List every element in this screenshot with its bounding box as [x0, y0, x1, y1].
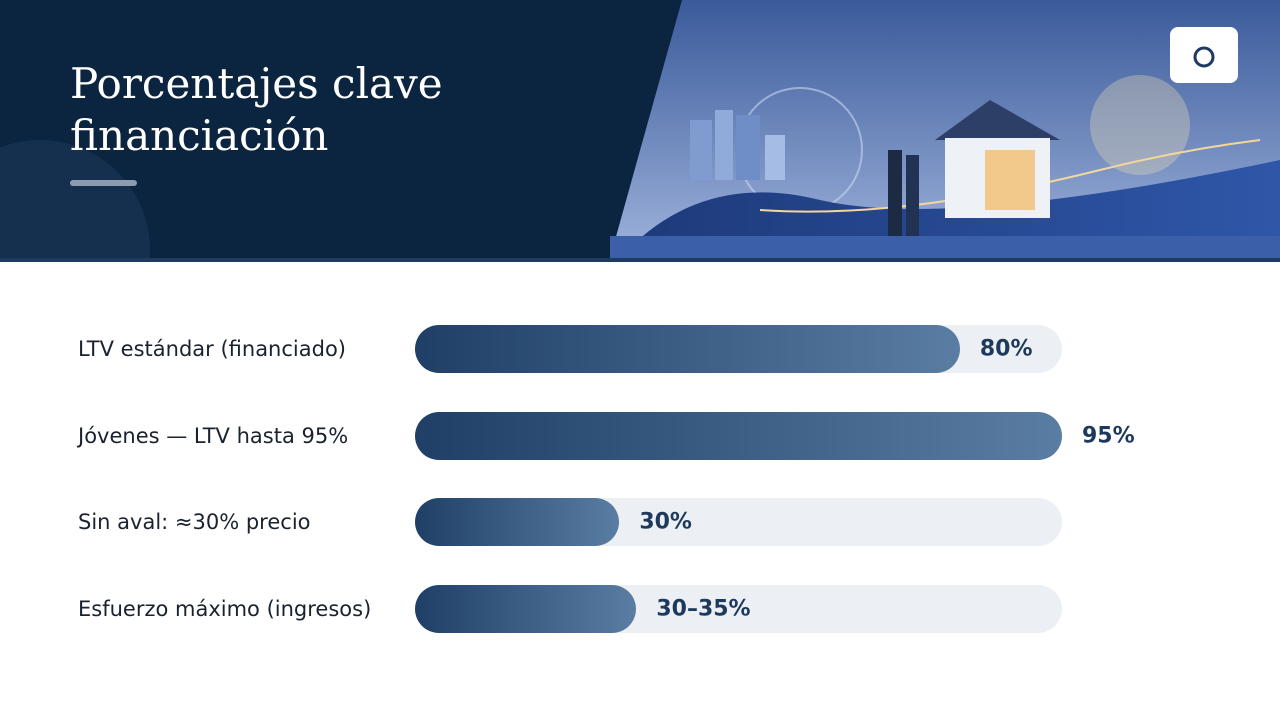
decor-ring: [1090, 75, 1190, 175]
value-label: 30–35%: [656, 596, 751, 622]
ground-strip: [610, 236, 1280, 258]
bar: [415, 498, 620, 546]
building: [690, 120, 712, 180]
chart: LTV estándar (financiado) 80% Jóvenes — LT…: [0, 262, 1280, 720]
building: [765, 135, 785, 180]
header-art: [0, 0, 1280, 258]
house-roof: [935, 100, 1060, 140]
value-label: 30%: [639, 509, 692, 535]
logo-icon: [1193, 46, 1215, 68]
light-path: [759, 139, 1261, 213]
header: Porcentajes clave financiación: [0, 0, 1280, 258]
house-window: [985, 150, 1035, 210]
bar: [415, 412, 1062, 460]
title: Porcentajes clave financiación: [70, 59, 443, 160]
building: [736, 115, 760, 180]
building: [715, 110, 733, 180]
decor-circle: [0, 140, 150, 258]
bar: [415, 325, 960, 373]
logo-badge: [1170, 27, 1238, 83]
category-label: Sin aval: ≈30% precio: [78, 510, 311, 534]
category-label: Jóvenes — LTV hasta 95%: [78, 424, 349, 448]
category-label: Esfuerzo máximo (ingresos): [78, 597, 372, 621]
person: [888, 150, 902, 236]
person: [906, 155, 919, 236]
title-rule: [70, 180, 137, 186]
value-label: 80%: [979, 336, 1033, 362]
value-label: 95%: [1082, 423, 1135, 449]
category-label: LTV estándar (financiado): [78, 337, 346, 361]
bar: [415, 585, 637, 633]
separator: [0, 258, 1280, 262]
